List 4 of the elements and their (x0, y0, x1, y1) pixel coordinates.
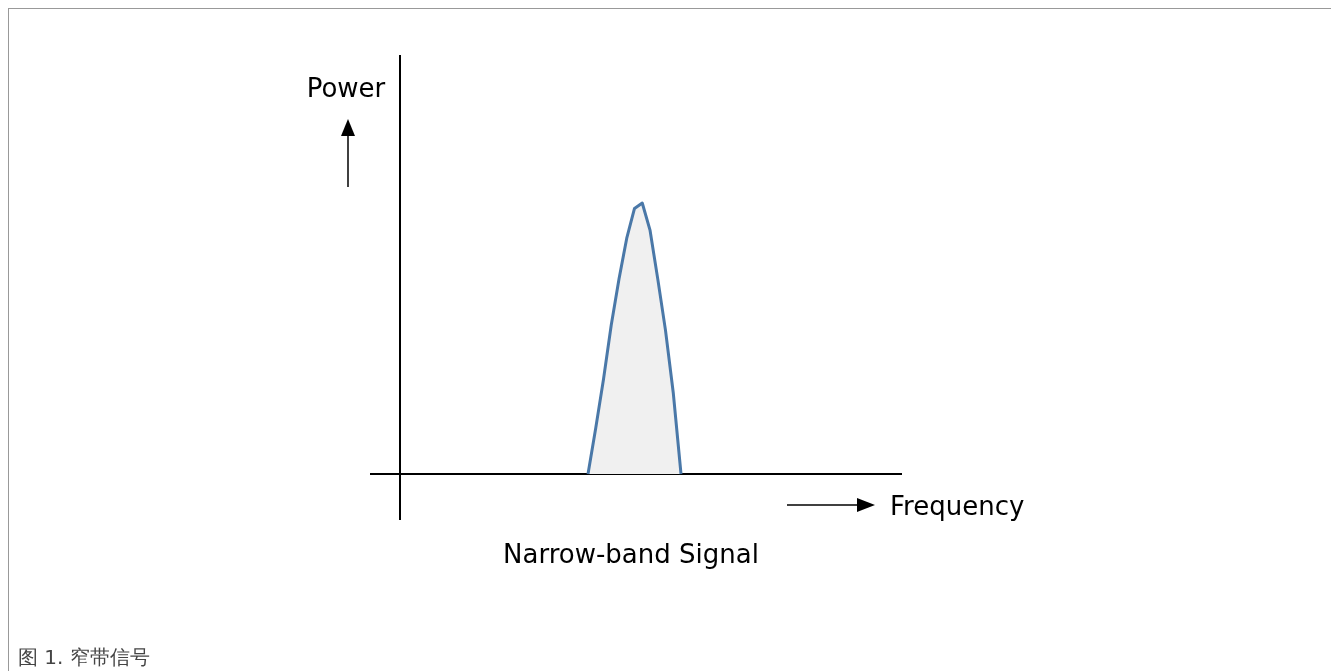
text: Frequency (890, 491, 1025, 521)
caption: 图 1. 窄带信号 (18, 645, 150, 669)
text: Power (306, 73, 386, 103)
text: Narrow-band Signal (503, 539, 759, 569)
